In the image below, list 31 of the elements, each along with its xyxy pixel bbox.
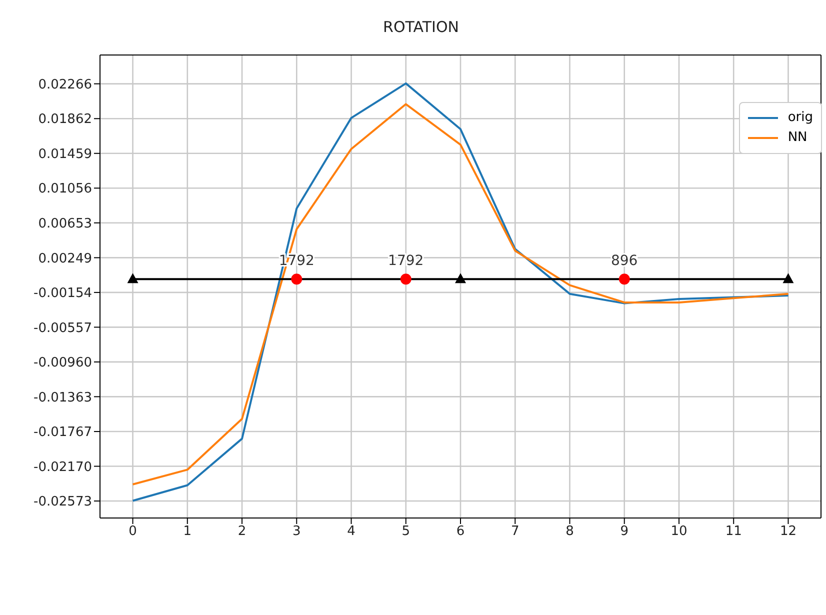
x-tick-label: 2 <box>238 524 246 540</box>
y-tick-label: 0.00249 <box>38 251 92 266</box>
x-tick-label: 10 <box>670 524 688 540</box>
legend-label: orig <box>788 109 813 127</box>
y-tick-label: 0.00653 <box>38 216 92 232</box>
x-tick-label: 7 <box>510 524 520 540</box>
y-tick-label: -0.01767 <box>34 425 92 440</box>
y-tick-label: 0.02266 <box>38 77 92 92</box>
x-tick-label: 6 <box>456 524 465 540</box>
y-tick-label: 0.01862 <box>38 112 92 128</box>
x-tick-label: 3 <box>292 524 301 540</box>
y-tick-label: -0.02573 <box>34 494 92 510</box>
y-tick-label: -0.01363 <box>34 390 92 406</box>
x-tick-label: 9 <box>620 524 629 540</box>
x-tick-label: 0 <box>128 524 137 540</box>
x-tick-label: 12 <box>780 524 796 540</box>
legend-label: NN <box>788 129 808 147</box>
y-tick-label: 0.01056 <box>38 182 92 197</box>
y-tick-label: -0.02170 <box>34 460 92 475</box>
x-tick-label: 5 <box>402 524 410 540</box>
y-tick-label: -0.00557 <box>34 320 92 336</box>
x-tick-label: 1 <box>183 524 192 540</box>
chart-title: ROTATION <box>382 17 460 38</box>
x-tick-label: 4 <box>347 524 356 540</box>
x-tick-label: 8 <box>566 524 574 540</box>
y-tick-label: 0.01459 <box>38 146 92 162</box>
y-tick-label: -0.00960 <box>34 356 92 371</box>
annotation: 896 <box>610 253 638 270</box>
annotation: 1792 <box>388 253 424 270</box>
y-tick-label: -0.00154 <box>34 286 92 302</box>
x-tick-label: 11 <box>725 524 742 540</box>
